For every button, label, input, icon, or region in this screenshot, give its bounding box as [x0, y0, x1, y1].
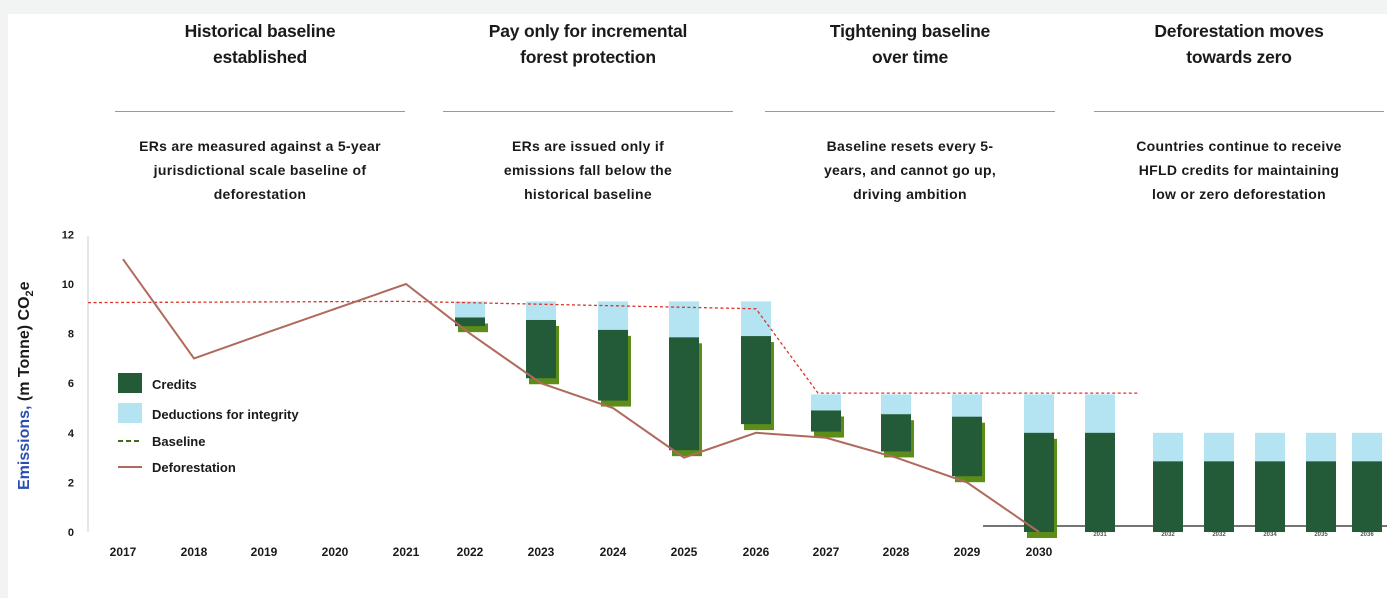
deduction-bar [1352, 432, 1382, 462]
x-tick-label: 2035 [1314, 532, 1328, 538]
credit-bar [669, 337, 699, 451]
x-tick-label: 2031 [1093, 532, 1107, 538]
deduction-bar [811, 394, 841, 411]
panel-title: Tightening baseline over time [829, 21, 991, 67]
deduction-bar [1153, 432, 1183, 462]
legend-swatch-credits [118, 373, 142, 393]
legend-label-credits: Credits [152, 377, 197, 392]
y-tick-label: 10 [62, 279, 74, 291]
x-tick-label: 2025 [671, 545, 698, 559]
deduction-bar [741, 301, 771, 337]
x-tick-label: 2024 [600, 545, 627, 559]
legend-label-baseline: Baseline [152, 434, 205, 449]
panel-description: Countries continue to receive HFLD credit… [1136, 138, 1342, 202]
panel-divider [765, 111, 1055, 112]
panel-historical-baseline: Historical baseline established ERs are m… [115, 14, 405, 202]
credit-bar [526, 319, 556, 379]
credit-bar [952, 416, 982, 477]
deduction-bar [952, 394, 982, 417]
credit-bar [811, 410, 841, 432]
x-tick-label: 2026 [743, 545, 770, 559]
deduction-bar [526, 301, 556, 320]
credit-bar [1204, 461, 1234, 532]
panel-divider [443, 111, 733, 112]
x-tick-label: 2032 [1212, 532, 1226, 538]
credit-bar [881, 414, 911, 452]
panel-description: Baseline resets every 5- years, and canno… [823, 138, 997, 202]
x-tick-label: 2028 [883, 545, 910, 559]
y-tick-label: 2 [68, 477, 74, 489]
credit-bar [1306, 461, 1336, 532]
panel-divider [1094, 111, 1384, 112]
credit-bar [1024, 432, 1054, 532]
deduction-bar [1085, 394, 1115, 433]
y-tick-label: 12 [62, 229, 74, 241]
credit-bar [1255, 461, 1285, 532]
deduction-bar [1255, 432, 1285, 462]
x-tick-label: 2032 [1161, 532, 1175, 538]
x-tick-label: 2020 [322, 545, 349, 559]
deduction-bar [1204, 432, 1234, 462]
credit-bar [1085, 432, 1115, 532]
panel-description: ERs are issued only if emissions fall bel… [503, 138, 673, 202]
y-tick-label: 4 [68, 428, 75, 440]
credit-bar [455, 317, 485, 327]
credit-bar [741, 336, 771, 425]
x-tick-label: 2019 [251, 545, 278, 559]
card: Historical baseline established ERs are m… [8, 14, 1387, 598]
y-tick-label: 0 [68, 527, 74, 539]
legend-label-deductions: Deductions for integrity [152, 407, 299, 422]
x-tick-label: 2034 [1263, 532, 1277, 538]
panel-tightening-baseline: Tightening baseline over time Baseline re… [765, 14, 1055, 202]
legend-swatch-deductions [118, 403, 142, 423]
x-tick-label: 2023 [528, 545, 555, 559]
x-tick-label: 2029 [954, 545, 981, 559]
x-tick-label: 2021 [393, 545, 420, 559]
panel-incremental-protection: Pay only for incremental forest protectio… [443, 14, 733, 202]
panel-divider [115, 111, 405, 112]
x-tick-label: 2018 [181, 545, 208, 559]
credit-bar [598, 329, 628, 401]
panel-deforestation-zero: Deforestation moves towards zero Countrie… [1094, 14, 1384, 202]
baseline-line [87, 300, 1138, 394]
deduction-bar [881, 394, 911, 415]
credit-bar [1352, 461, 1382, 532]
panel-title: Historical baseline established [184, 21, 336, 67]
panel-description: ERs are measured against a 5-year jurisdi… [139, 138, 381, 202]
x-tick-label: 2017 [110, 545, 137, 559]
x-tick-label: 2036 [1360, 532, 1374, 538]
legend-label-deforestation: Deforestation [152, 460, 236, 475]
panel-title: Pay only for incremental forest protectio… [488, 21, 688, 67]
deduction-bar [455, 301, 485, 318]
credit-shadow-bar [458, 323, 488, 333]
x-tick-label: 2022 [457, 545, 484, 559]
x-tick-label: 2030 [1026, 545, 1053, 559]
panel-title: Deforestation moves towards zero [1154, 21, 1324, 67]
y-tick-label: 8 [68, 329, 74, 341]
y-tick-label: 6 [68, 378, 74, 390]
deduction-bar [1024, 394, 1054, 433]
emissions-chart: 0 2 4 6 8 10 12 2017 2018 2019 2020 2021 2022 2023 202… [62, 229, 1387, 559]
x-tick-label: 2027 [813, 545, 840, 559]
deforestation-line [122, 258, 1040, 533]
deduction-bar [1306, 432, 1336, 462]
credit-bar [1153, 461, 1183, 532]
